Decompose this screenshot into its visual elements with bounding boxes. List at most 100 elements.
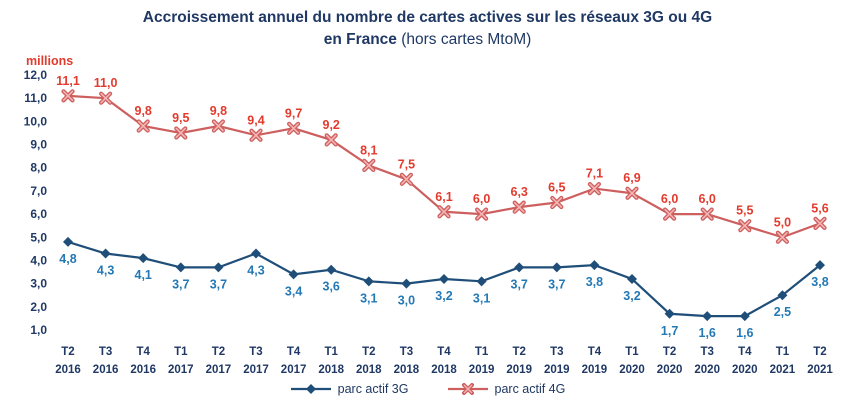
x-tick-quarter: T4: [437, 346, 451, 358]
x-marker-inner-icon: [777, 232, 788, 243]
diamond-marker-icon: [702, 311, 713, 322]
diamond-marker-icon: [589, 260, 600, 271]
x-tick-year: 2020: [732, 364, 758, 376]
data-label: 3,7: [548, 278, 565, 292]
diamond-marker-icon: [739, 311, 750, 322]
x-marker-inner-icon: [213, 121, 224, 132]
legend-diamond-marker-icon: [305, 384, 316, 395]
x-tick-year: 2021: [807, 364, 833, 376]
y-tick-label: 6,0: [30, 207, 47, 221]
legend-sample-svg: [290, 384, 331, 395]
data-label: 2,5: [774, 306, 791, 320]
x-tick-year: 2019: [582, 364, 608, 376]
legend-sample-svg: [447, 383, 488, 396]
data-label: 6,0: [699, 192, 716, 206]
x-tick-year: 2018: [318, 364, 344, 376]
x-tick-year: 2016: [130, 364, 156, 376]
x-marker-inner-icon: [476, 209, 487, 220]
legend-x-marker-inner-icon: [463, 384, 472, 394]
data-label: 11,1: [56, 74, 80, 88]
x-tick-year: 2020: [694, 364, 720, 376]
diamond-marker-icon: [326, 265, 337, 276]
x-tick-year: 2019: [506, 364, 532, 376]
x-tick-quarter: T2: [512, 346, 525, 358]
y-tick-label: 8,0: [30, 161, 47, 175]
data-label: 3,2: [623, 289, 640, 303]
diamond-marker-icon: [627, 274, 637, 285]
data-label: 9,8: [210, 104, 227, 118]
diamond-marker-icon: [476, 276, 487, 287]
chart-title-line2-bold: en France: [323, 30, 397, 48]
x-tick-quarter: T2: [61, 346, 74, 358]
x-marker-inner-icon: [438, 206, 450, 218]
x-tick-quarter: T3: [700, 346, 713, 358]
x-tick-year: 2018: [431, 364, 457, 376]
chart-legend: parc actif 3G parc actif 4G: [0, 382, 855, 396]
x-tick-quarter: T2: [212, 346, 225, 358]
diamond-marker-icon: [288, 269, 299, 280]
data-label: 4,3: [97, 264, 114, 278]
x-tick-year: 2018: [356, 364, 382, 376]
diamond-marker-icon: [63, 237, 73, 248]
x-tick-quarter: T2: [663, 346, 676, 358]
x-tick-year: 2018: [394, 364, 420, 376]
x-marker-inner-icon: [288, 123, 299, 134]
x-tick-quarter: T2: [362, 346, 375, 358]
data-label: 6,1: [435, 190, 452, 204]
x-tick-quarter: T4: [588, 346, 602, 358]
y-tick-label: 5,0: [30, 231, 47, 245]
data-label: 9,7: [285, 107, 302, 121]
data-label: 6,5: [548, 181, 565, 195]
y-tick-label: 3,0: [30, 277, 47, 291]
diamond-marker-icon: [363, 276, 374, 287]
data-label: 3,7: [172, 278, 189, 292]
x-tick-quarter: T3: [99, 346, 112, 358]
data-label: 1,7: [661, 324, 678, 338]
x-tick-year: 2020: [619, 364, 645, 376]
x-tick-year: 2016: [93, 364, 119, 376]
legend-item-4g: parc actif 4G: [447, 382, 565, 396]
y-tick-label: 9,0: [30, 138, 47, 152]
diamond-marker-icon: [815, 260, 825, 271]
x-marker-inner-icon: [250, 130, 262, 141]
diamond-marker-icon: [401, 279, 412, 290]
x-marker-inner-icon: [62, 90, 74, 102]
x-marker-inner-icon: [175, 128, 187, 139]
data-label: 3,7: [511, 278, 528, 292]
x-marker-inner-icon: [325, 134, 337, 146]
x-marker-inner-icon: [137, 121, 149, 132]
x-tick-quarter: T3: [400, 346, 413, 358]
data-label: 3,8: [811, 275, 828, 289]
x-tick-year: 2020: [657, 364, 683, 376]
x-tick-quarter: T1: [174, 346, 188, 358]
data-label: 7,1: [586, 167, 603, 181]
data-label: 3,0: [398, 294, 415, 308]
x-marker-inner-icon: [401, 174, 412, 185]
x-marker-inner-icon: [513, 202, 525, 213]
x-tick-quarter: T1: [324, 346, 338, 358]
data-label: 3,1: [473, 292, 490, 306]
diamond-marker-icon: [551, 262, 562, 273]
diamond-marker-icon: [251, 248, 261, 259]
x-marker-inner-icon: [589, 183, 600, 195]
y-tick-label: 12,0: [24, 68, 48, 82]
diamond-marker-icon: [777, 290, 788, 301]
x-tick-year: 2019: [469, 364, 495, 376]
x-tick-year: 2016: [55, 364, 81, 376]
diamond-marker-icon: [138, 253, 149, 264]
x-tick-year: 2017: [206, 364, 232, 376]
y-tick-label: 11,0: [24, 92, 47, 106]
chart-title-line2-rest: (hors cartes MtoM): [396, 30, 532, 48]
x-tick-year: 2017: [168, 364, 194, 376]
diamond-marker-icon: [514, 262, 525, 273]
x-tick-quarter: T1: [776, 346, 790, 358]
x-tick-quarter: T3: [249, 346, 262, 358]
x-tick-year: 2019: [544, 364, 570, 376]
data-label: 6,0: [661, 192, 678, 206]
x-marker-inner-icon: [814, 218, 826, 230]
legend-sample-3g-icon: [290, 382, 332, 396]
data-label: 3,8: [586, 275, 603, 289]
y-tick-label: 4,0: [30, 254, 47, 268]
